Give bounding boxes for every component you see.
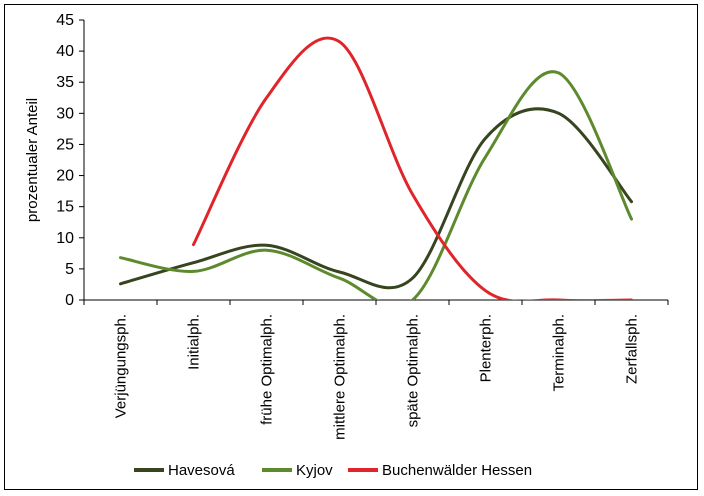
series-line-buchenwalder-hessen [192,36,633,300]
y-tick-label: 20 [56,168,74,185]
series-line-havesova [119,107,633,290]
y-tick-label: 45 [56,12,74,29]
y-tick-label: 40 [56,43,74,60]
y-tick-label: 10 [56,230,74,247]
x-category-label: Plenterph. [478,314,495,382]
x-category-label: Verjüngungsph. [113,314,130,418]
x-category-label: Terminalph. [551,314,568,392]
y-tick-label: 0 [65,292,74,309]
legend-label-havesova: Havesová [168,462,235,479]
y-tick-label: 15 [56,199,74,216]
x-category-label: Initialph. [186,314,203,370]
chart-frame [4,4,698,490]
y-tick-label: 30 [56,105,74,122]
x-category-label: frühe Optimalph. [259,314,276,425]
x-category-label: späte Optimalph. [405,314,422,427]
legend-label-buchenwalder-hessen: Buchenwälder Hessen [382,462,532,479]
series-line-kyjov [119,70,633,300]
y-tick-label: 35 [56,74,74,91]
y-axis-label: prozentualer Anteil [24,98,41,222]
legend-label-kyjov: Kyjov [296,462,333,479]
y-tick-label: 25 [56,136,74,153]
x-category-label: mittlere Optimalph. [332,314,349,440]
x-category-label: Zerfallsph. [624,314,641,384]
y-tick-label: 5 [65,261,74,278]
